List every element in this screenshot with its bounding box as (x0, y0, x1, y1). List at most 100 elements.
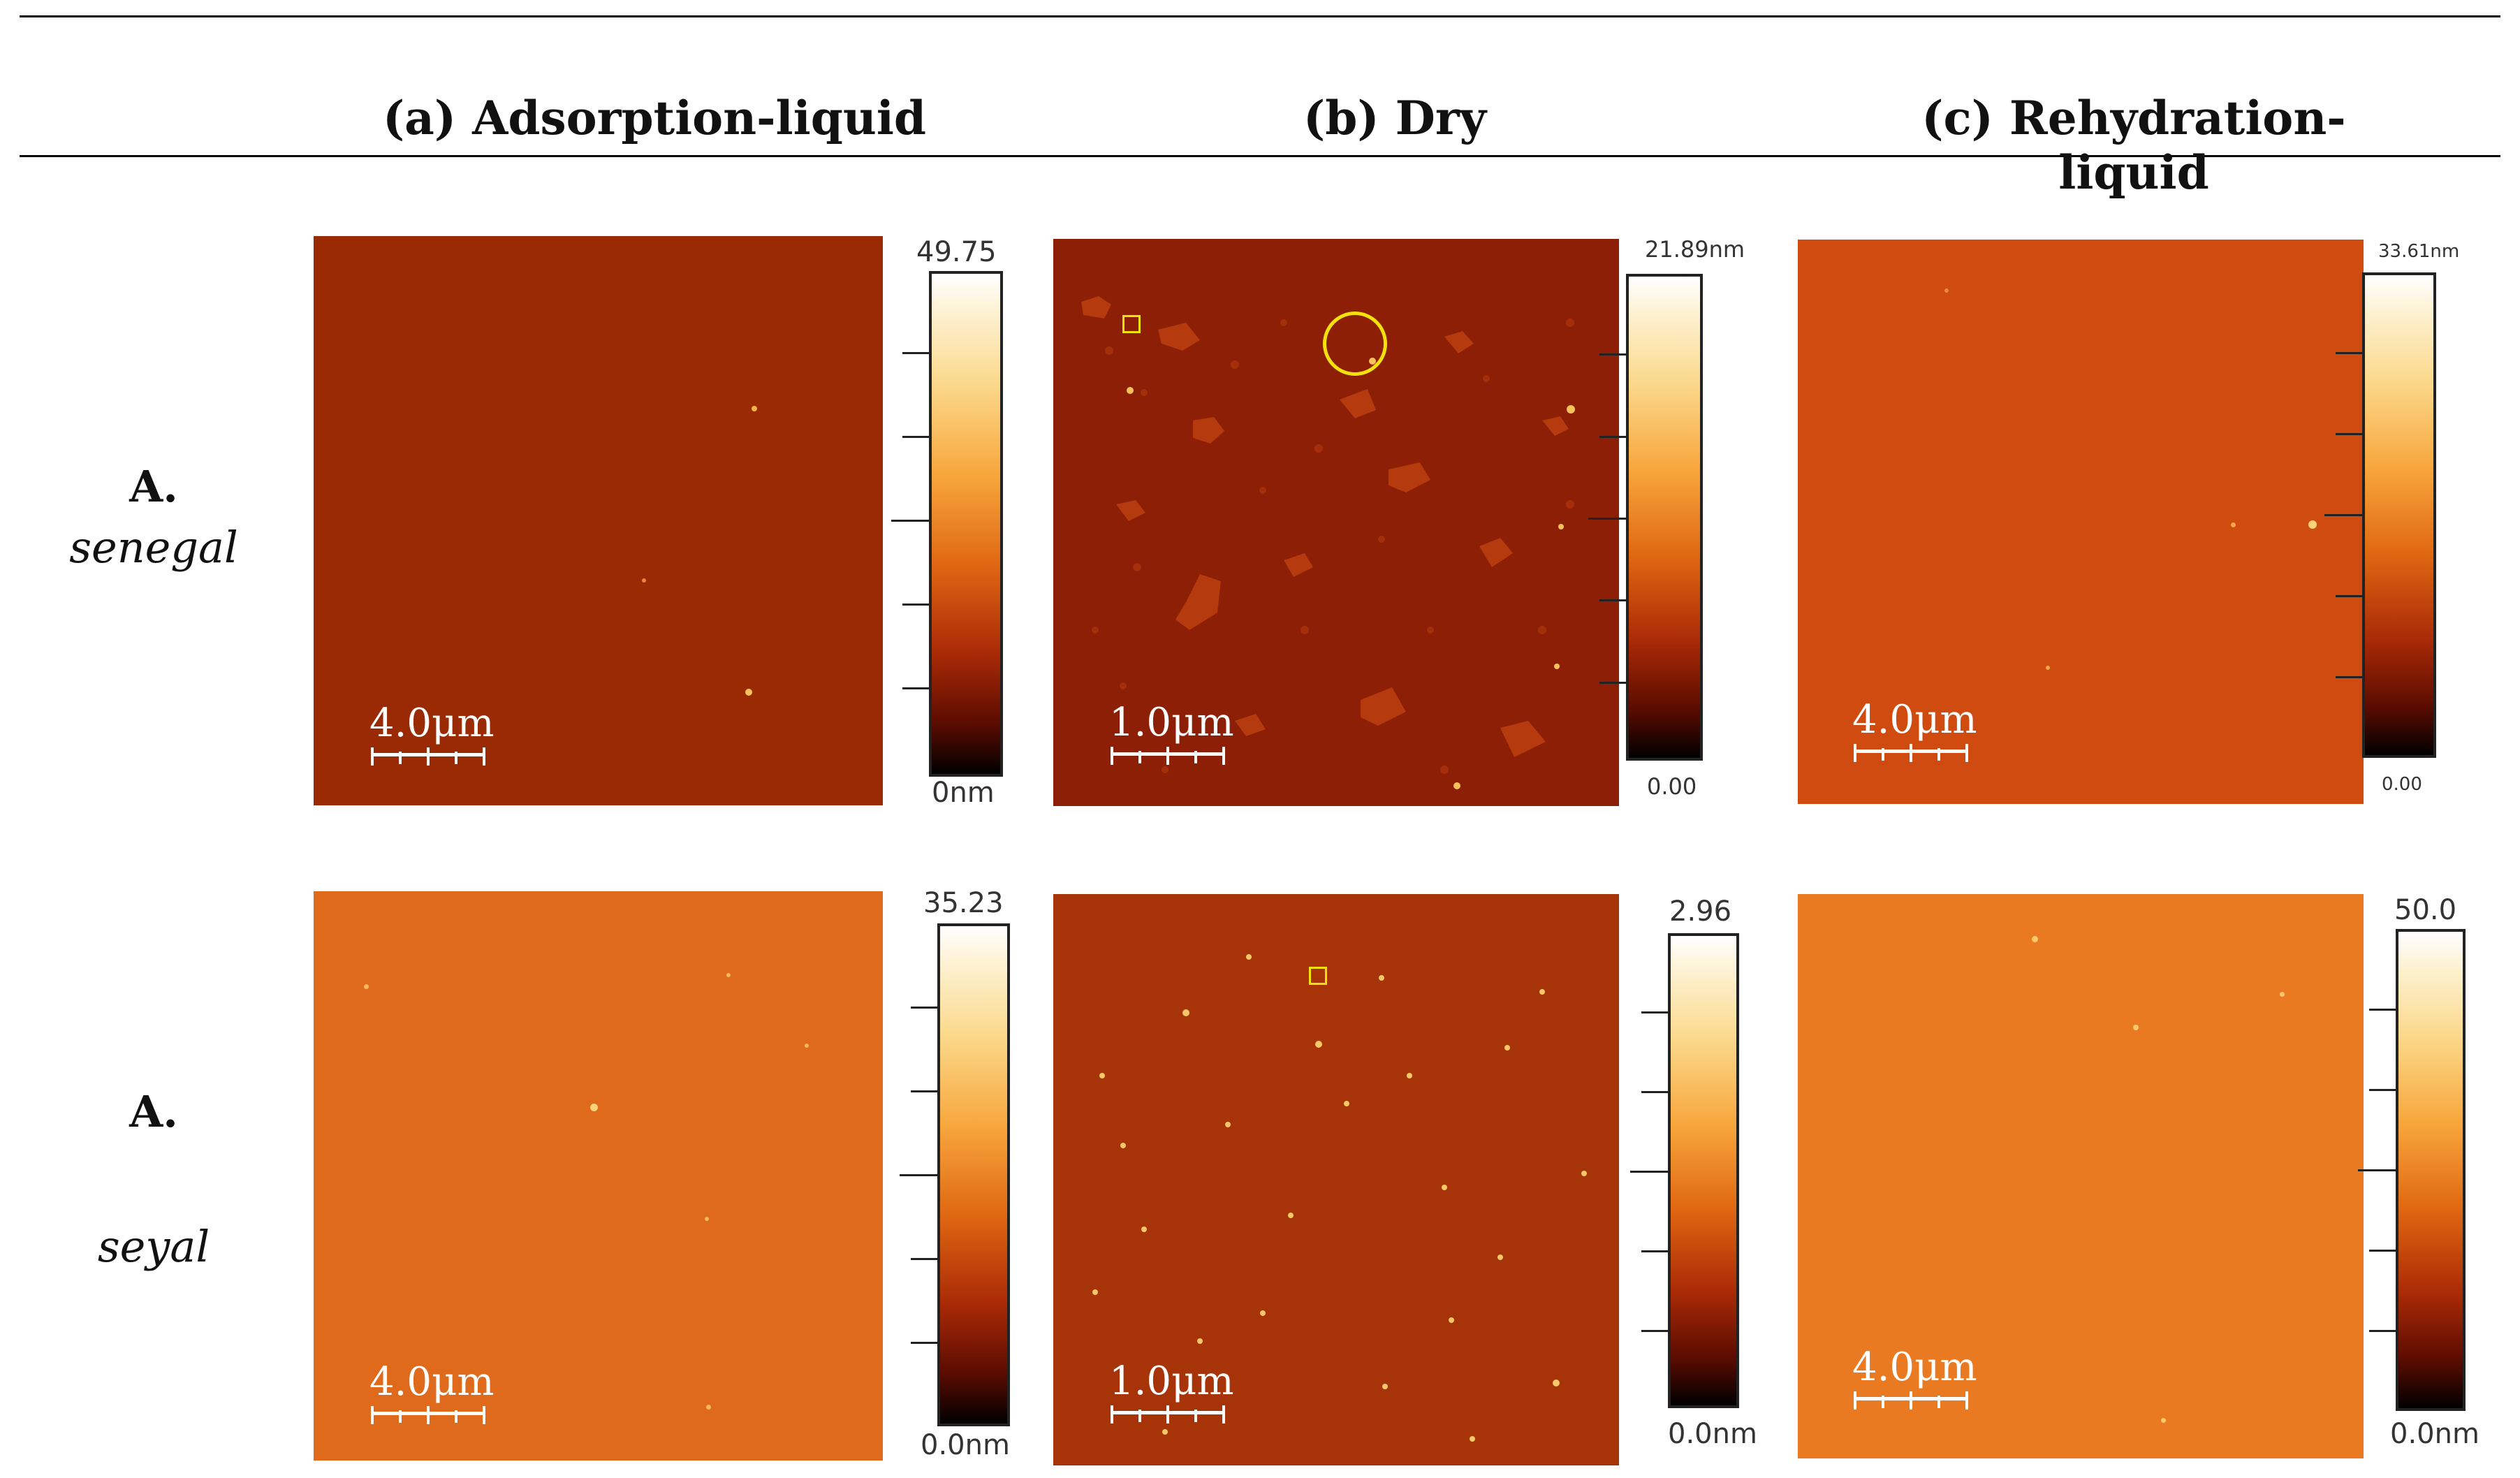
particle (1099, 1073, 1105, 1078)
afm-image-senegal-dry: 1.0μm (1053, 239, 1619, 806)
particle (1440, 766, 1449, 774)
scale-bar-tick (1965, 1391, 1968, 1410)
scale-bar-tick (371, 1406, 374, 1424)
particle-aggregate (1193, 417, 1224, 444)
row-species-label: senegal (69, 522, 238, 573)
scale-bar-tick (483, 747, 485, 766)
particle-aggregate (1284, 553, 1313, 577)
particle-aggregate (1340, 389, 1376, 418)
particle (364, 984, 369, 989)
colorbar-min-label: 0.0nm (1668, 1418, 1757, 1450)
colorbar-tick (891, 520, 929, 522)
scale-bar-tick (455, 1410, 457, 1423)
scale-bar-tick (427, 1406, 430, 1424)
colorbar-tick (902, 687, 929, 689)
afm-image-seyal-adsorption: 4.0μm (314, 891, 883, 1461)
column-heading-dry: (b) Dry (1303, 91, 1486, 145)
colorbar-max-label: 33.61nm (2378, 241, 2460, 262)
particle (1453, 782, 1460, 789)
colorbar-min-label: 0.00 (1647, 773, 1697, 800)
particle (1133, 563, 1141, 571)
scale-bar-tick (483, 1406, 485, 1424)
scale-bar-tick (1937, 1396, 1940, 1408)
particle (2032, 936, 2038, 942)
particle (1442, 1185, 1447, 1190)
adsorbed-particles (1081, 296, 1575, 789)
highlight-square (1309, 967, 1327, 985)
column-heading-adsorption-liquid: (a) Adsorption-liquid (382, 91, 927, 145)
particle (1539, 989, 1545, 995)
particle-aggregate (1081, 296, 1111, 319)
scale-bar-tick (1166, 1405, 1169, 1424)
colorbar-tick (2324, 514, 2362, 516)
scale-bar-tick (1194, 751, 1197, 763)
scale-bar-label: 1.0μm (1109, 1359, 1234, 1404)
scale-bar-tick (1882, 748, 1884, 761)
particle-aggregate (1500, 721, 1546, 757)
afm-image-seyal-dry: 1.0μm (1053, 894, 1619, 1465)
particle (1538, 626, 1546, 634)
particle-aggregate (1542, 416, 1569, 436)
particle (1483, 375, 1490, 382)
colorbar-tick (2336, 595, 2362, 597)
particle (1105, 346, 1113, 355)
scale-bar-tick (1882, 1396, 1884, 1408)
particle (2231, 522, 2236, 527)
particle (745, 689, 752, 696)
afm-image-senegal-adsorption: 4.0μm (314, 236, 883, 805)
colorbar-tick (2336, 352, 2362, 354)
row-heading-senegal: A. senegal (42, 461, 265, 573)
header-rule (20, 155, 2500, 157)
afm-image-senegal-rehydration: 4.0μm (1798, 240, 2364, 804)
particle (1162, 1429, 1168, 1435)
scale-bar-tick (1854, 744, 1856, 762)
colorbar-tick (2369, 1330, 2396, 1332)
colorbar-min-label: 0.00 (2382, 774, 2422, 795)
scale-bar-tick (1138, 751, 1141, 763)
colorbar-min-label: 0nm (932, 777, 995, 809)
particle (642, 578, 646, 583)
colorbar-tick (2336, 676, 2362, 678)
scale-bar-tick (1222, 1405, 1225, 1424)
particle (1259, 487, 1266, 494)
particle-aggregate (1444, 331, 1474, 353)
particle (1581, 1171, 1587, 1176)
colorbar (2358, 929, 2466, 1411)
particle (706, 1405, 711, 1410)
colorbar-tick (1599, 436, 1626, 438)
scale-bar-label: 4.0μm (369, 1359, 495, 1405)
particle (1225, 1122, 1231, 1127)
row-genus-label: A. (129, 461, 178, 512)
particle (726, 973, 731, 977)
colorbar-tick (902, 352, 929, 354)
particle (2046, 666, 2050, 670)
scale-bar-tick (1222, 747, 1225, 765)
particle (1497, 1254, 1503, 1260)
colorbar-tick (1641, 1250, 1668, 1252)
particle (1567, 405, 1575, 414)
scale-bar-tick (1910, 744, 1912, 762)
colorbar-tick (1599, 682, 1626, 684)
colorbar-max-label: 50.0 (2394, 894, 2457, 926)
particle (1260, 1310, 1266, 1316)
particle (1127, 387, 1134, 394)
scale-bar-tick (1166, 747, 1169, 765)
colorbar-max-label: 35.23 (923, 887, 1004, 919)
particle (1378, 536, 1385, 543)
particle-aggregate (1479, 538, 1513, 567)
particle (1288, 1213, 1294, 1218)
colorbar-tick (2336, 433, 2362, 435)
scale-bar-tick (1937, 748, 1940, 761)
colorbar-tick (911, 1007, 937, 1009)
scale-bar-tick (1965, 744, 1968, 762)
particle (1314, 444, 1323, 453)
particle (2308, 520, 2317, 529)
top-rule (20, 15, 2500, 17)
colorbar-max-label: 21.89nm (1645, 236, 1745, 263)
particle (1246, 954, 1252, 960)
colorbar-tick (1599, 599, 1626, 601)
particle-aggregate (1361, 687, 1406, 726)
colorbar-min-label: 0.0nm (2390, 1418, 2479, 1450)
scale-bar-tick (455, 752, 457, 764)
particle (1553, 1380, 1560, 1386)
